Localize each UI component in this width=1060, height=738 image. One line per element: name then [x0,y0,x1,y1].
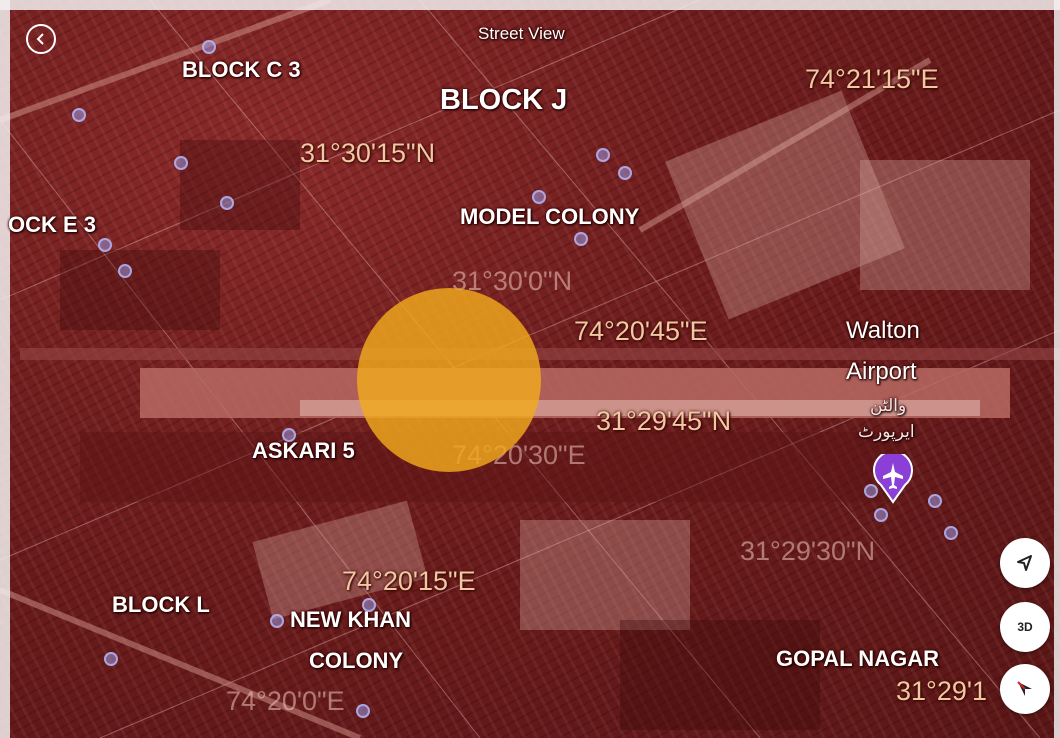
compass-icon [1017,681,1032,696]
navigation-arrow-icon [1017,555,1032,571]
map-edge-top [0,0,1060,10]
street-view-label[interactable]: Street View [478,24,565,43]
coord-lat-29-15: 31°29'1 [896,676,988,706]
airport-urdu-line2: ایرپورٹ [858,422,915,441]
area-label-gopal-nagar: GOPAL NAGAR [776,646,939,671]
area-label-askari-5: ASKARI 5 [252,438,355,463]
poi-marker[interactable] [944,526,958,540]
view-3d-label: 3D [1017,620,1033,634]
map-edge-left [0,0,10,738]
airplane-icon [873,450,913,504]
poi-marker[interactable] [220,196,234,210]
poi-marker[interactable] [532,190,546,204]
coord-lat-29-45: 31°29'45"N [596,406,732,436]
poi-marker[interactable] [270,614,284,628]
poi-marker[interactable] [282,428,296,442]
back-button[interactable] [26,24,56,54]
poi-marker[interactable] [174,156,188,170]
poi-marker[interactable] [928,494,942,508]
poi-marker[interactable] [202,40,216,54]
airport-urdu-line1: والٹن [870,396,907,415]
area-label-new-khan: NEW KHAN [290,607,411,632]
coord-lon-21-15: 74°21'15"E [805,64,939,94]
airport-name-line2: Airport [846,358,917,385]
poi-marker[interactable] [618,166,632,180]
poi-marker[interactable] [574,232,588,246]
coord-lat-29-30: 31°29'30"N [740,536,876,566]
poi-marker[interactable] [362,598,376,612]
chevron-left-icon [36,33,44,45]
poi-marker[interactable] [356,704,370,718]
airport-name-line1: Walton [846,317,920,344]
user-location-circle[interactable] [357,288,541,472]
coord-lon-20-45: 74°20'45"E [574,316,708,346]
poi-marker[interactable] [864,484,878,498]
poi-marker[interactable] [874,508,888,522]
compass-button[interactable] [1000,664,1050,714]
area-label-block-l: BLOCK L [112,592,210,617]
map-edge-right [1054,0,1060,738]
area-label-block-e3: OCK E 3 [8,212,97,237]
airport-pin[interactable] [872,450,914,504]
area-label-block-c3: BLOCK C 3 [182,57,301,82]
poi-marker[interactable] [596,148,610,162]
area-label-colony: COLONY [309,648,404,673]
coord-lat-30-15: 31°30'15"N [300,138,436,168]
my-location-button[interactable] [1000,538,1050,588]
poi-marker[interactable] [104,652,118,666]
poi-marker[interactable] [98,238,112,252]
coord-lon-20-00: 74°20'0"E [226,686,345,716]
coord-lon-20-15: 74°20'15"E [342,566,476,596]
area-label-model-colony: MODEL COLONY [460,204,640,229]
poi-marker[interactable] [118,264,132,278]
area-label-block-j: BLOCK J [440,84,568,116]
poi-marker[interactable] [72,108,86,122]
view-3d-button[interactable]: 3D [1000,602,1050,652]
